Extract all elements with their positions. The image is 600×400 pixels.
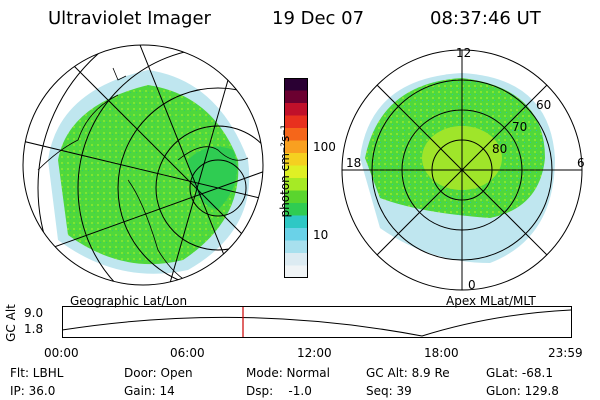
colorbar-swatch — [284, 265, 308, 278]
colorbar-swatch — [284, 78, 308, 91]
colorbar-swatch — [284, 178, 308, 191]
mlt-label-dusk: 18 — [346, 156, 362, 170]
mlat-label-70: 70 — [512, 120, 528, 134]
mlt-label-noon: 12 — [456, 46, 472, 60]
date-readout: 19 Dec 07 — [272, 8, 365, 29]
colorbar-swatch — [284, 90, 308, 104]
mlt-label-dawn: 6 — [577, 156, 585, 170]
status-filter: Flt: LBHL — [10, 366, 64, 380]
colorbar-swatch — [284, 128, 308, 141]
colorbar-swatch — [284, 228, 308, 241]
apex-caption: Apex MLat/MLT — [446, 294, 536, 308]
geographic-caption: Geographic Lat/Lon — [70, 294, 188, 308]
altitude-curve — [62, 309, 572, 337]
timeline-ytick-low: 1.8 — [24, 322, 44, 336]
mlat-label-80: 80 — [492, 142, 508, 156]
status-glat: GLat: -68.1 — [486, 366, 553, 380]
mlt-polar-map — [341, 49, 583, 291]
geographic-map — [22, 44, 264, 286]
colorbar-swatch — [284, 240, 308, 254]
mlat-label-60: 60 — [536, 98, 552, 112]
timeline-xtick-2: 12:00 — [297, 346, 332, 360]
colorbar-swatch — [284, 153, 308, 166]
timeline-xtick-3: 18:00 — [424, 346, 459, 360]
imager-title: Ultraviolet Imager — [48, 8, 211, 29]
colorbar-swatch — [284, 203, 308, 216]
auroral-emission — [58, 85, 239, 265]
timeline-xtick-0: 00:00 — [44, 346, 79, 360]
colorbar-swatch — [284, 115, 308, 129]
color-scale-bar — [284, 78, 308, 278]
status-glon: GLon: 129.8 — [486, 384, 559, 398]
status-seq: Seq: 39 — [366, 384, 412, 398]
status-gain: Gain: 14 — [124, 384, 175, 398]
colorbar-tick-10: 10 — [313, 228, 329, 242]
colorbar-swatch — [284, 140, 308, 154]
colorbar-swatch — [284, 103, 308, 116]
altitude-timeline — [62, 306, 572, 338]
colorbar-swatch — [284, 253, 308, 266]
colorbar-swatch — [284, 190, 308, 204]
colorbar-swatch — [284, 165, 308, 179]
timeline-xtick-4: 23:59 — [548, 346, 583, 360]
status-gc-alt: GC Alt: 8.9 Re — [366, 366, 450, 380]
status-door: Door: Open — [124, 366, 193, 380]
colorbar-tick-100: 100 — [313, 140, 336, 154]
timeline-ytick-high: 9.0 — [24, 306, 44, 320]
colorbar-unit-label: photon cm⁻²s⁻¹ — [278, 124, 292, 218]
status-ip: IP: 36.0 — [10, 384, 56, 398]
timeline-xtick-1: 06:00 — [170, 346, 205, 360]
colorbar-swatch — [284, 215, 308, 229]
time-readout: 08:37:46 UT — [430, 8, 541, 29]
mlt-label-midnight: 0 — [468, 278, 476, 292]
status-mode: Mode: Normal — [246, 366, 330, 380]
status-dsp: Dsp: -1.0 — [246, 384, 312, 398]
timeline-ylabel: GC Alt — [3, 304, 18, 342]
